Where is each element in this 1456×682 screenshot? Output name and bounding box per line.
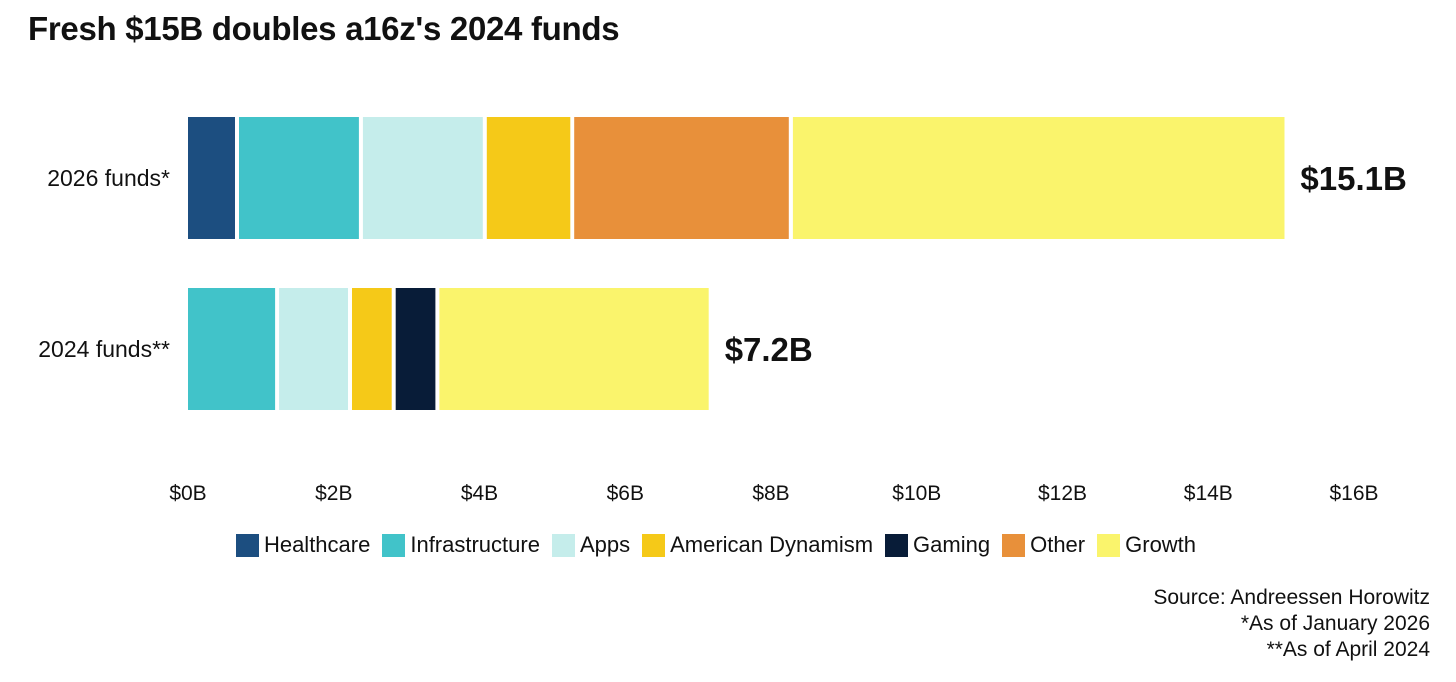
legend-item: Apps: [551, 532, 631, 558]
bar-growth-0: [792, 117, 1285, 239]
chart-plot: 2026 funds*2024 funds** $15.1B$7.2B $0B $…: [38, 117, 1407, 505]
legend-swatch: [885, 533, 909, 557]
bar-american-dynamism-1: [352, 288, 392, 410]
legend-swatch: [382, 533, 406, 557]
x-tick-label: $0B: [169, 482, 206, 505]
chart-title: Fresh $15B doubles a16z's 2024 funds: [28, 10, 620, 47]
total-label: $7.2B: [725, 331, 813, 368]
legend-swatch: [642, 533, 666, 557]
x-tick-label: $6B: [607, 482, 644, 505]
bar-growth-1: [439, 288, 709, 410]
bar-apps-1: [279, 288, 348, 410]
bar-infrastructure-1: [188, 288, 276, 410]
legend-swatch: [551, 533, 575, 557]
source-line: Source: Andreessen Horowitz: [1153, 586, 1430, 609]
x-tick-label: $4B: [461, 482, 498, 505]
legend-swatch: [1002, 533, 1026, 557]
legend-label: Gaming: [913, 532, 991, 557]
legend-label: Healthcare: [263, 532, 371, 557]
bar-apps-0: [362, 117, 483, 239]
legend-item: Other: [1002, 532, 1085, 558]
source-notes: Source: Andreessen Horowitz *As of Janua…: [1153, 585, 1430, 663]
x-tick-label: $12B: [1038, 482, 1087, 505]
legend-swatch: [235, 533, 259, 557]
legend: Healthcare Infrastructure Apps American Dyn…: [0, 532, 1432, 558]
bar-healthcare-0: [188, 117, 235, 239]
bar-american-dynamism-0: [486, 117, 571, 239]
x-axis-ticks: $0B $2B $4B $6B $8B $10B $12B $14B $16B: [169, 482, 1378, 505]
legend-label: Apps: [579, 532, 631, 557]
category-labels: 2026 funds* 2024 funds**: [38, 165, 170, 362]
legend-item: Infrastructure: [382, 532, 540, 558]
x-tick-label: $2B: [315, 482, 352, 505]
bar-gaming-1: [395, 288, 436, 410]
bars-layer: [188, 117, 1285, 410]
legend-item: American Dynamism: [642, 532, 873, 558]
x-tick-label: $14B: [1184, 482, 1233, 505]
x-tick-label: $16B: [1329, 482, 1378, 505]
x-tick-label: $10B: [892, 482, 941, 505]
footnote-2024: **As of April 2024: [1266, 638, 1430, 661]
legend-item: Growth: [1097, 532, 1196, 558]
bar-other-0: [574, 117, 789, 239]
legend-label: Other: [1030, 532, 1086, 557]
category-label: 2026 funds*: [47, 165, 170, 191]
x-tick-label: $8B: [752, 482, 789, 505]
legend-swatch: [1097, 533, 1121, 557]
total-labels: $15.1B $7.2B: [725, 160, 1407, 368]
total-label: $15.1B: [1300, 160, 1406, 197]
footnote-2026: *As of January 2026: [1240, 612, 1430, 635]
legend-item: Gaming: [885, 532, 990, 558]
legend-label: American Dynamism: [670, 532, 874, 557]
legend-item: Healthcare: [235, 532, 371, 558]
bar-infrastructure-0: [239, 117, 359, 239]
category-label: 2024 funds**: [38, 336, 170, 362]
legend-label: Growth: [1125, 532, 1197, 557]
legend-label: Infrastructure: [410, 532, 540, 557]
